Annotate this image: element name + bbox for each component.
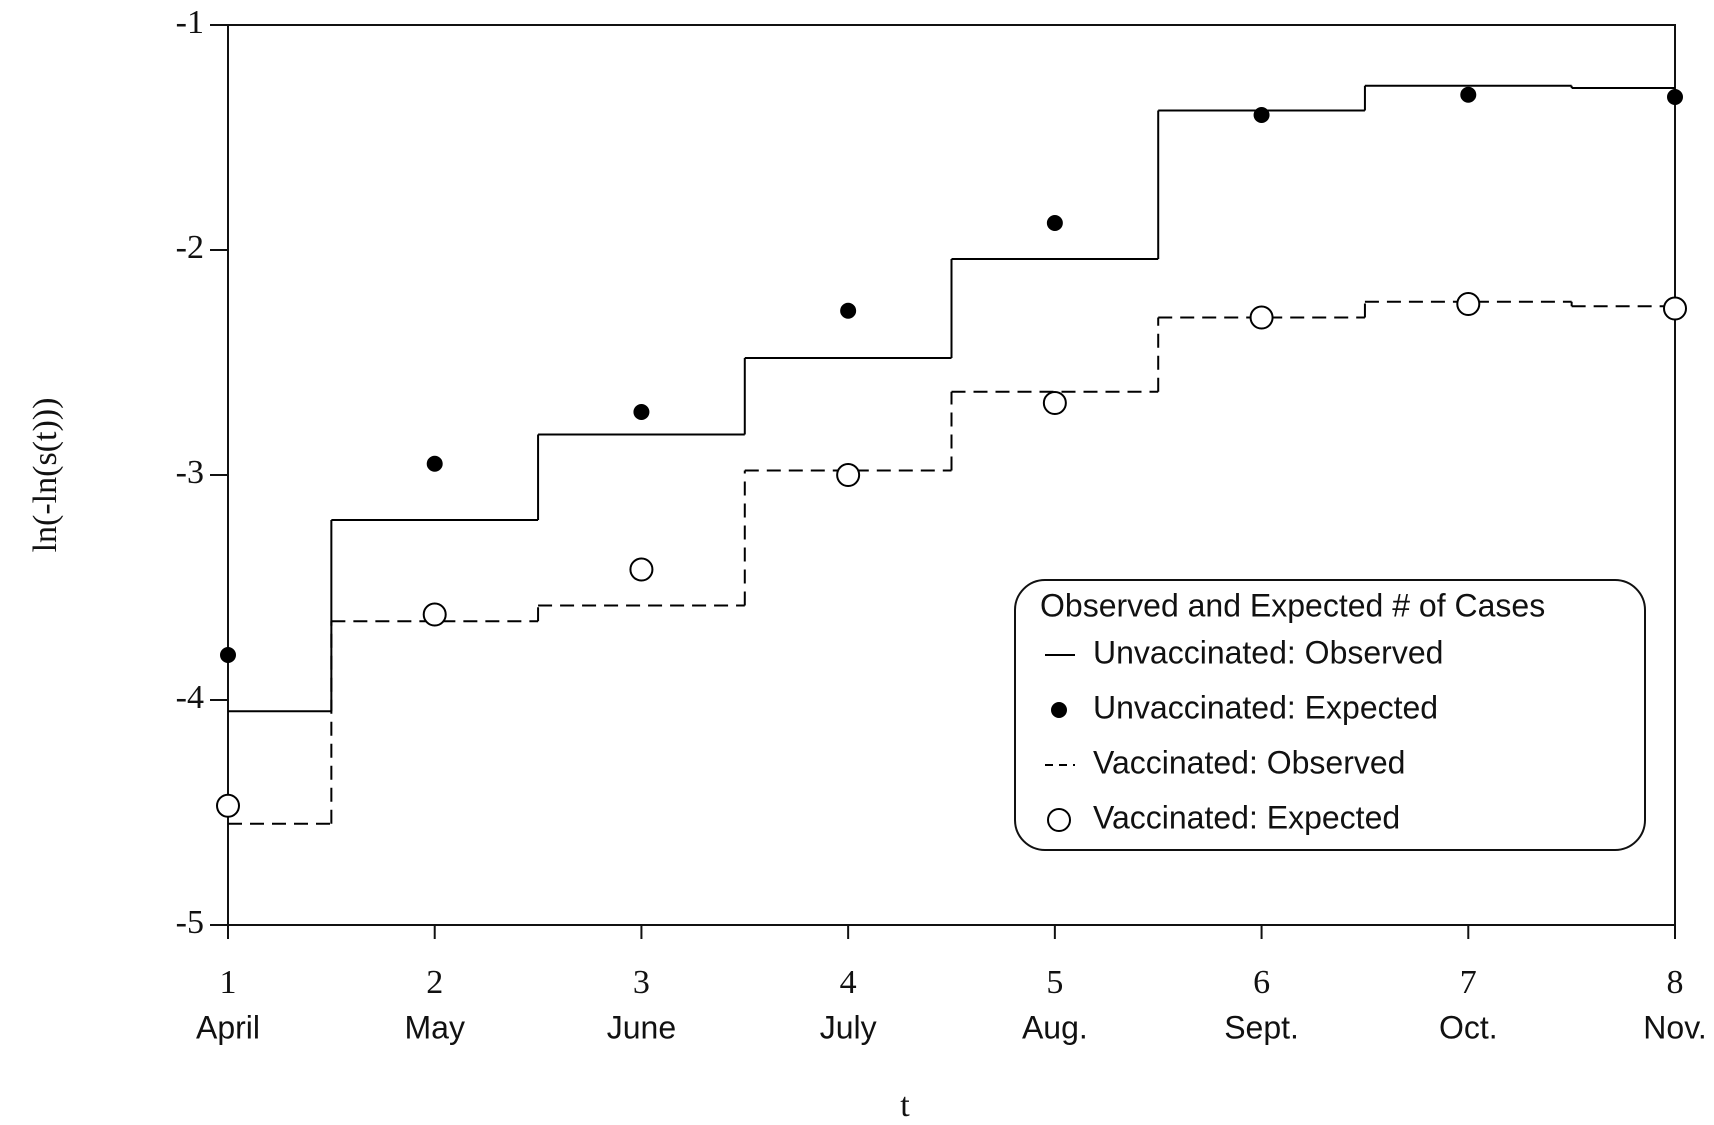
x-tick-label: 2 [426,964,443,1001]
point [1046,215,1063,231]
legend-swatch [1051,702,1067,718]
point [1042,391,1067,415]
y-tick-label: -1 [176,4,204,41]
x-tick-label: 5 [1046,964,1063,1001]
x-tick-sublabel: April [196,1009,260,1045]
x-tick-label: 4 [840,964,857,1001]
point [629,557,654,582]
x-tick-sublabel: May [404,1009,464,1045]
point [220,647,236,663]
x-tick-sublabel: Aug. [1022,1009,1088,1045]
point [422,602,447,627]
point [1253,107,1270,123]
x-tick-label: 6 [1253,964,1270,1001]
point [836,463,861,487]
x-tick-sublabel: June [607,1009,676,1045]
x-tick-label: 8 [1667,964,1684,1001]
y-tick-label: -2 [176,229,204,266]
x-tick-sublabel: Sept. [1224,1009,1299,1045]
x-tick-sublabel: Nov. [1643,1009,1706,1045]
legend-title: Observed and Expected # of Cases [1040,587,1545,623]
y-axis-label: ln(-ln(s(t))) [27,398,64,553]
point [216,793,240,818]
y-tick-label: -4 [176,679,204,716]
legend: Observed and Expected # of Cases Unvaccin… [1014,579,1646,851]
point [1663,296,1687,321]
x-tick-label: 7 [1460,964,1477,1001]
x-tick-sublabel: Oct. [1439,1009,1498,1045]
x-tick-sublabel: July [820,1009,877,1045]
legend-label: Unvaccinated: Expected [1093,689,1438,725]
point [1456,292,1481,316]
legend-label: Vaccinated: Observed [1093,744,1405,780]
point [840,302,857,319]
x-tick-label: 3 [633,964,650,1001]
legend-box [1014,579,1646,851]
y-tick-label: -5 [176,904,204,941]
y-tick-label: -3 [176,454,204,491]
legend-swatch [1047,808,1071,832]
legend-label: Unvaccinated: Observed [1093,634,1443,670]
point [1667,89,1683,105]
legend-label: Vaccinated: Expected [1093,799,1400,835]
point [633,404,650,420]
x-axis-label: t [900,1087,910,1124]
point [1460,86,1477,103]
x-tick-label: 1 [220,964,237,1001]
point [1249,305,1274,330]
point [426,455,443,472]
